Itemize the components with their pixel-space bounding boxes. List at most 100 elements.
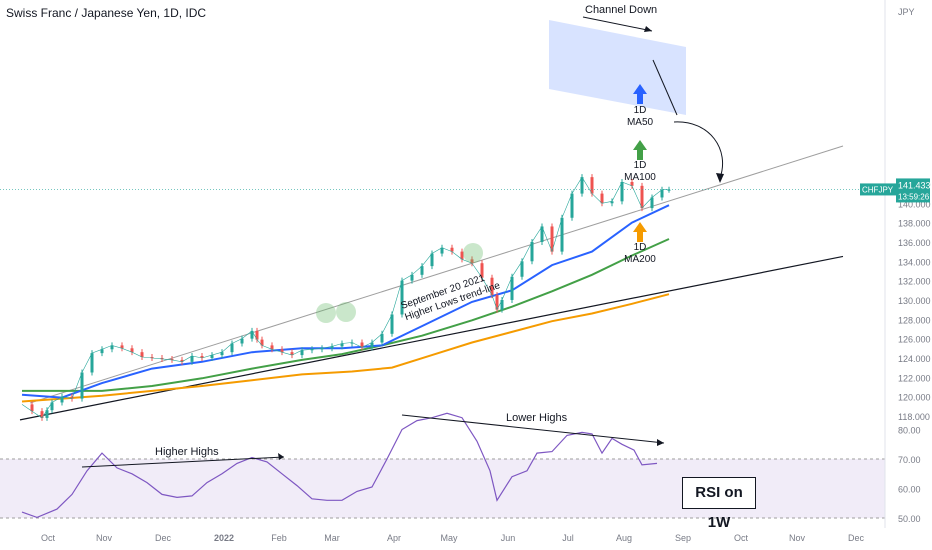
price-candle (460, 251, 464, 260)
price-candle (495, 295, 499, 310)
ma200-label: MA200 (624, 254, 656, 265)
price-candle (120, 345, 124, 349)
channel-down-arrowhead (644, 26, 652, 32)
price-candle (220, 352, 224, 356)
price-candle (590, 177, 594, 194)
touch-circle (316, 303, 336, 323)
x-tick-label: 2022 (214, 533, 234, 543)
x-tick-label: Nov (789, 533, 806, 543)
price-candle (170, 358, 174, 360)
price-candle (500, 299, 504, 310)
price-tick-label: 128.000 (898, 315, 931, 325)
touch-circle (336, 302, 356, 322)
price-candle (370, 342, 374, 348)
price-candle (130, 348, 134, 353)
last-price-tag (896, 178, 930, 203)
ma100-label: 1D (634, 160, 647, 171)
channel-down-label: Channel Down (585, 4, 657, 16)
ma100-label: MA100 (624, 172, 656, 183)
price-candle (60, 396, 64, 403)
price-candle (660, 189, 664, 198)
lower-highs-arrowhead (657, 439, 664, 446)
price-candle (260, 339, 264, 346)
price-tick-label: 138.000 (898, 219, 931, 229)
price-candle (580, 177, 584, 194)
x-tick-label: Sep (675, 533, 691, 543)
price-candle (667, 189, 671, 191)
price-candle (420, 266, 424, 275)
ma200-arrow (633, 222, 647, 242)
chart-title: Swiss Franc / Japanese Yen, 1D, IDC (6, 6, 207, 20)
price-candle (600, 193, 604, 204)
price-tick-label: 124.000 (898, 354, 931, 364)
price-candle (400, 280, 404, 315)
price-tick-label: 140.000 (898, 199, 931, 209)
price-candle (430, 253, 434, 267)
price-candle (90, 353, 94, 373)
price-candle (470, 259, 474, 264)
price-candle (340, 343, 344, 347)
price-candle (255, 330, 259, 340)
ma200-label: 1D (634, 242, 647, 253)
last-price-label: 141.433 (898, 180, 931, 190)
channel-down-zone (549, 20, 686, 115)
price-candle (270, 345, 274, 350)
projection-curve (673, 121, 724, 179)
ma100-arrow (633, 140, 647, 160)
price-candle (140, 352, 144, 358)
price-candle (480, 263, 484, 278)
x-tick-label: Jun (501, 533, 516, 543)
price-candle (70, 396, 74, 399)
x-tick-label: Mar (324, 533, 340, 543)
price-candle (440, 247, 444, 254)
price-tick-label: 132.000 (898, 277, 931, 287)
price-candle (100, 349, 104, 354)
ma50-arrow (633, 84, 647, 104)
price-candle (110, 345, 114, 350)
x-tick-label: Oct (41, 533, 56, 543)
x-tick-label: Jul (562, 533, 574, 543)
higher-highs-arrowhead (278, 453, 284, 460)
price-candle (560, 217, 564, 252)
lower-highs-label: Lower Highs (506, 412, 568, 424)
price-candle (550, 226, 554, 252)
price-tick-label: 134.000 (898, 257, 931, 267)
price-candle (530, 241, 534, 262)
price-candle (50, 402, 54, 411)
price-candle (640, 185, 644, 209)
price-candle (610, 201, 614, 204)
rsi-box-label: RSI on 1W (682, 477, 756, 531)
price-candle (240, 338, 244, 344)
countdown-label: 13:59:26 (898, 192, 930, 201)
rsi-tick-label: 80.00 (898, 426, 921, 436)
price-candle (290, 352, 294, 356)
higher-highs-label: Higher Highs (155, 446, 219, 458)
price-candle (160, 357, 164, 359)
price-candle (510, 276, 514, 300)
ma50-label: 1D (634, 105, 647, 116)
price-candle (310, 349, 314, 351)
price-line (21, 176, 669, 419)
price-candle (190, 356, 194, 362)
price-candle (230, 343, 234, 353)
price-candle (570, 193, 574, 218)
ma50-label: MA50 (627, 117, 654, 128)
higher-highs-line (81, 456, 285, 468)
x-tick-label: Dec (155, 533, 172, 543)
price-candle (150, 357, 154, 359)
price-candle (210, 355, 214, 358)
price-candle (40, 411, 44, 418)
price-tick-label: 120.000 (898, 393, 931, 403)
price-candle (360, 342, 364, 348)
price-candle (540, 226, 544, 242)
x-tick-label: Aug (616, 533, 632, 543)
lower-highs-line (401, 414, 665, 444)
x-tick-label: Apr (387, 533, 401, 543)
rsi-tick-label: 70.00 (898, 455, 921, 465)
price-candle (330, 346, 334, 349)
price-candle (630, 181, 634, 186)
touch-circle (463, 243, 483, 263)
